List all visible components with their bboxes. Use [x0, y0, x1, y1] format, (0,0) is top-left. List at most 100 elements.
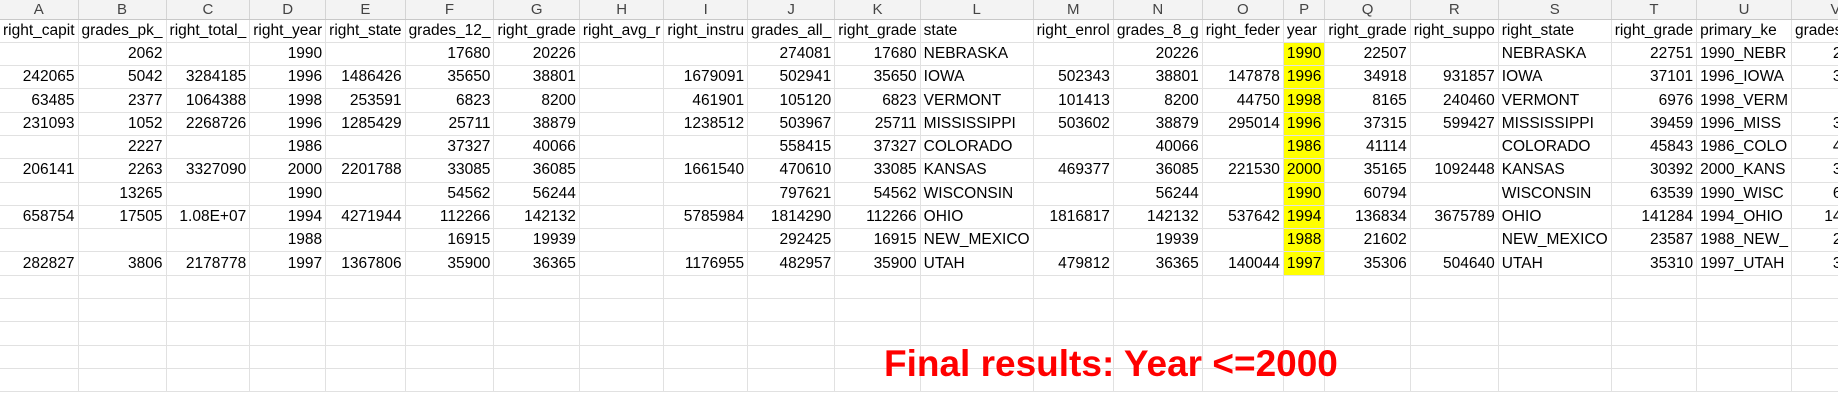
column-header[interactable]: E: [325, 0, 406, 20]
empty-cell[interactable]: [1033, 321, 1114, 346]
data-cell[interactable]: 35165: [1324, 158, 1411, 183]
data-cell[interactable]: [0, 42, 79, 67]
year-cell-highlighted[interactable]: 1997: [1283, 251, 1326, 276]
data-cell[interactable]: COLORADO: [1498, 135, 1612, 160]
data-cell[interactable]: [166, 228, 251, 253]
data-cell[interactable]: 25711: [405, 112, 495, 136]
empty-cell[interactable]: [747, 298, 836, 323]
empty-cell[interactable]: [579, 368, 665, 393]
empty-cell[interactable]: [493, 275, 580, 300]
empty-cell[interactable]: [747, 368, 836, 393]
header-cell[interactable]: right_state: [325, 19, 406, 43]
header-cell[interactable]: right_grade: [1611, 19, 1698, 43]
empty-cell[interactable]: [0, 345, 79, 369]
empty-cell[interactable]: [405, 368, 495, 393]
data-cell[interactable]: 54562: [834, 182, 921, 206]
empty-cell[interactable]: [1113, 275, 1203, 300]
year-cell-highlighted[interactable]: 1990: [1283, 42, 1326, 67]
empty-cell[interactable]: [166, 298, 251, 323]
data-cell[interactable]: 3327090: [166, 158, 251, 183]
empty-cell[interactable]: [325, 321, 406, 346]
empty-cell[interactable]: [1113, 345, 1203, 369]
data-cell[interactable]: 39459: [1611, 112, 1698, 136]
data-cell[interactable]: 2062: [78, 42, 167, 67]
data-cell[interactable]: 20226: [493, 42, 580, 67]
column-header[interactable]: P: [1283, 0, 1326, 20]
empty-cell[interactable]: [1611, 321, 1698, 346]
data-cell[interactable]: 2000: [249, 158, 327, 183]
data-cell[interactable]: 8200: [1113, 88, 1203, 113]
empty-cell[interactable]: [1324, 321, 1411, 346]
data-cell[interactable]: 1064388: [166, 88, 251, 113]
data-cell[interactable]: 142132: [1113, 205, 1203, 230]
data-cell[interactable]: 3675789: [1410, 205, 1499, 230]
data-cell[interactable]: 22507: [1324, 42, 1411, 67]
column-header[interactable]: L: [920, 0, 1034, 20]
data-cell[interactable]: 40066: [1113, 135, 1203, 160]
data-cell[interactable]: 23587: [1791, 228, 1838, 253]
data-cell[interactable]: [325, 42, 406, 67]
data-cell[interactable]: [579, 205, 665, 230]
empty-cell[interactable]: [1033, 368, 1114, 393]
data-cell[interactable]: 37101: [1791, 65, 1838, 90]
header-cell[interactable]: right_capit: [0, 19, 79, 43]
data-cell[interactable]: [1410, 42, 1499, 67]
empty-cell[interactable]: [1791, 321, 1838, 346]
data-cell[interactable]: 2227: [78, 135, 167, 160]
data-cell[interactable]: [663, 135, 749, 160]
data-cell[interactable]: [1202, 135, 1284, 160]
data-cell[interactable]: [663, 228, 749, 253]
data-cell[interactable]: WISCONSIN: [920, 182, 1034, 206]
year-cell-highlighted[interactable]: 1994: [1283, 205, 1326, 230]
empty-cell[interactable]: [78, 321, 167, 346]
data-cell[interactable]: [579, 112, 665, 136]
data-cell[interactable]: 30392: [1611, 158, 1698, 183]
empty-cell[interactable]: [1410, 345, 1499, 369]
empty-cell[interactable]: [1696, 275, 1793, 300]
data-cell[interactable]: 6823: [834, 88, 921, 113]
data-cell[interactable]: 23587: [1611, 228, 1698, 253]
data-cell[interactable]: 33085: [405, 158, 495, 183]
data-cell[interactable]: 242065: [0, 65, 79, 90]
empty-cell[interactable]: [1283, 298, 1326, 323]
data-cell[interactable]: 658754: [0, 205, 79, 230]
data-cell[interactable]: 35310: [1791, 251, 1838, 276]
data-cell[interactable]: UTAH: [1498, 251, 1612, 276]
data-cell[interactable]: 63485: [0, 88, 79, 113]
data-cell[interactable]: 1998_VERM: [1696, 88, 1793, 113]
data-cell[interactable]: [579, 228, 665, 253]
empty-cell[interactable]: [166, 345, 251, 369]
empty-cell[interactable]: [1696, 321, 1793, 346]
data-cell[interactable]: 17680: [405, 42, 495, 67]
empty-cell[interactable]: [747, 321, 836, 346]
data-cell[interactable]: 56244: [493, 182, 580, 206]
data-cell[interactable]: 37327: [834, 135, 921, 160]
empty-cell[interactable]: [1033, 345, 1114, 369]
data-cell[interactable]: 1994: [249, 205, 327, 230]
empty-cell[interactable]: [920, 321, 1034, 346]
empty-cell[interactable]: [1498, 368, 1612, 393]
data-cell[interactable]: 142132: [493, 205, 580, 230]
empty-cell[interactable]: [166, 275, 251, 300]
data-cell[interactable]: WISCONSIN: [1498, 182, 1612, 206]
empty-cell[interactable]: [0, 321, 79, 346]
empty-cell[interactable]: [1498, 321, 1612, 346]
empty-cell[interactable]: [579, 298, 665, 323]
data-cell[interactable]: 1986_COLO: [1696, 135, 1793, 160]
data-cell[interactable]: 1996_MISS: [1696, 112, 1793, 136]
empty-cell[interactable]: [1696, 345, 1793, 369]
empty-cell[interactable]: [1498, 275, 1612, 300]
empty-cell[interactable]: [325, 368, 406, 393]
data-cell[interactable]: 1238512: [663, 112, 749, 136]
data-cell[interactable]: 797621: [747, 182, 836, 206]
data-cell[interactable]: 112266: [834, 205, 921, 230]
data-cell[interactable]: 30392: [1791, 158, 1838, 183]
empty-cell[interactable]: [249, 345, 327, 369]
empty-cell[interactable]: [1113, 321, 1203, 346]
empty-cell[interactable]: [834, 298, 921, 323]
column-header[interactable]: F: [405, 0, 495, 20]
data-cell[interactable]: 1.08E+07: [166, 205, 251, 230]
data-cell[interactable]: 470610: [747, 158, 836, 183]
empty-cell[interactable]: [1791, 298, 1838, 323]
empty-cell[interactable]: [663, 321, 749, 346]
